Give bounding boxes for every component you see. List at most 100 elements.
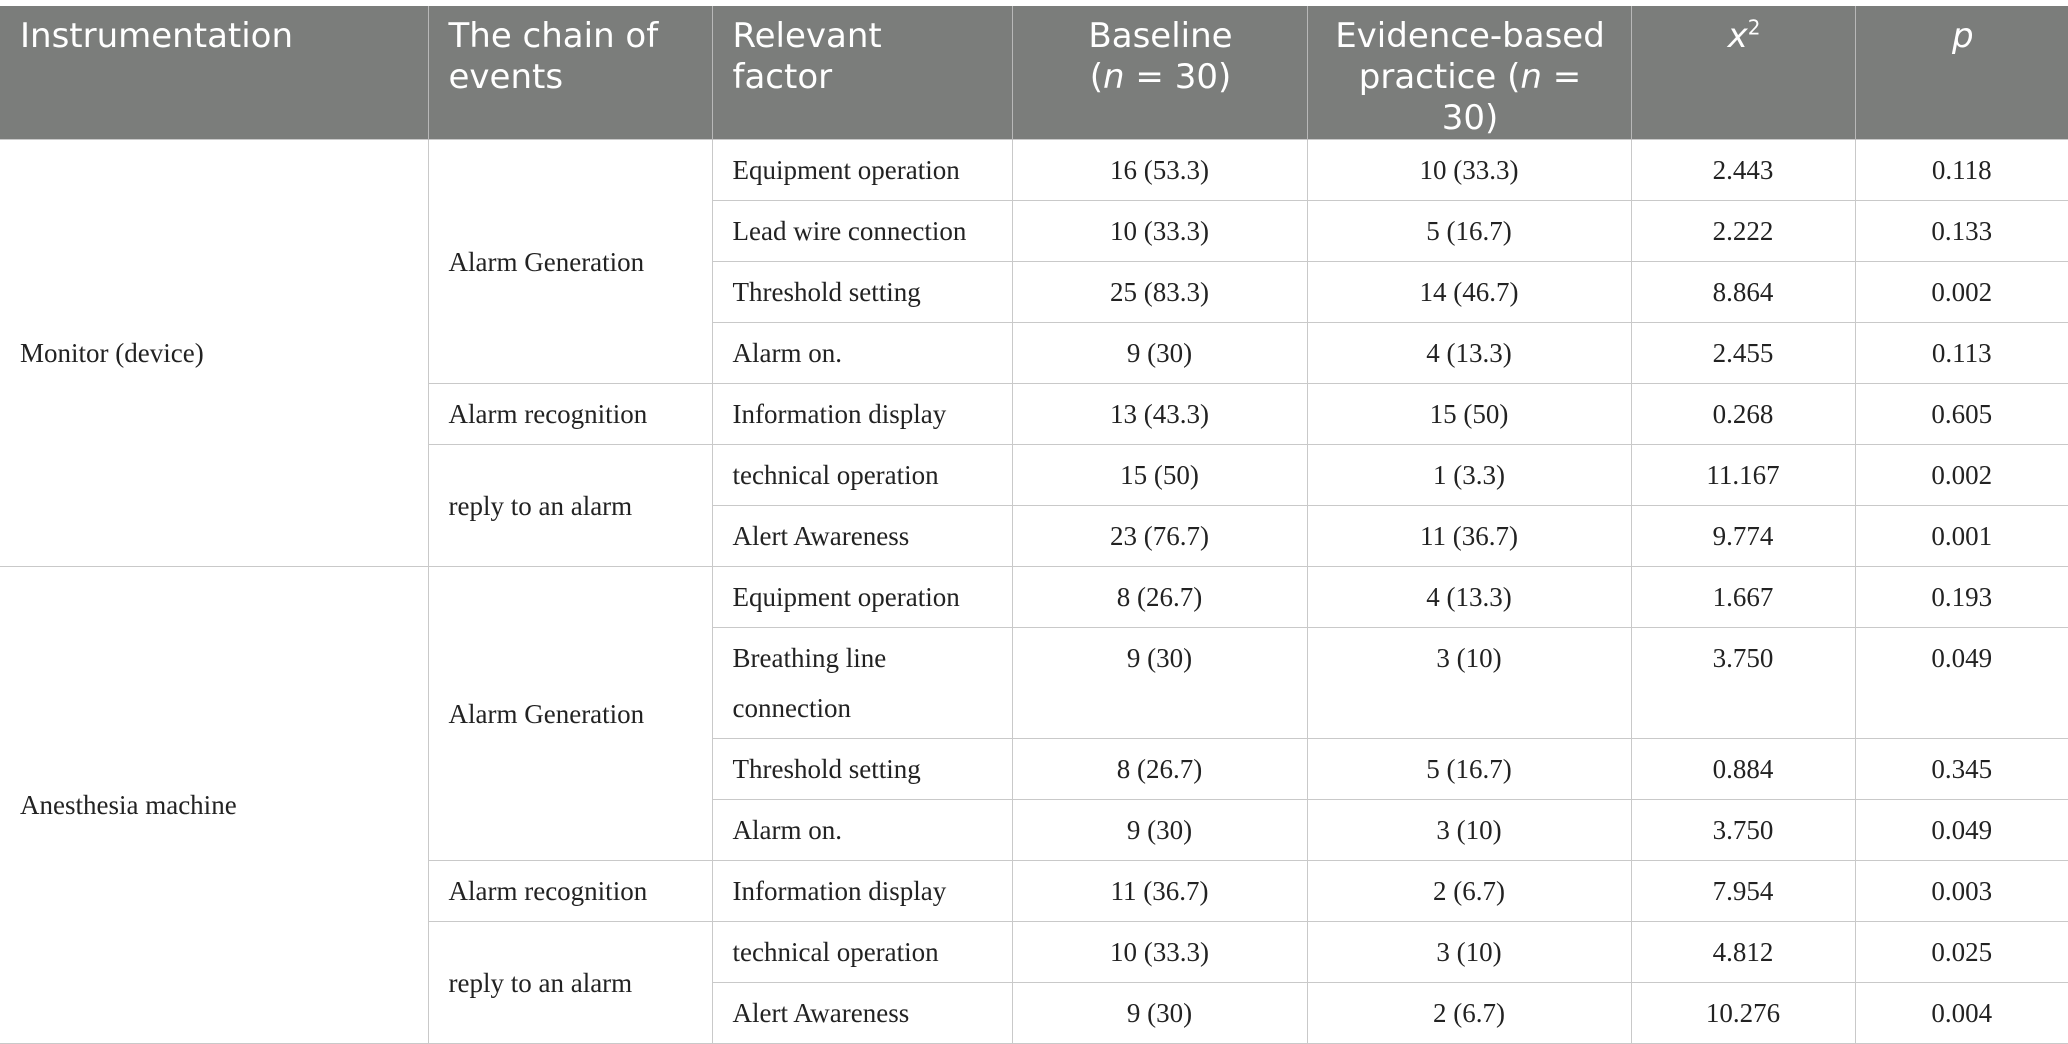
- ebp-cell: 4 (13.3): [1306, 566, 1632, 628]
- ebp-cell: 1 (3.3): [1306, 444, 1632, 506]
- factor-cell: Alert Awareness: [712, 505, 1013, 567]
- x2-cell: 8.864: [1630, 261, 1856, 323]
- header-relevant-factor: Relevant factor: [712, 6, 1013, 140]
- table-row: Alert Awareness 9 (30) 2 (6.7) 10.276 0.…: [0, 982, 2068, 1044]
- x2-cell: 0.884: [1630, 738, 1856, 800]
- factor-cell: Equipment operation: [711, 566, 1013, 628]
- x2-cell: 1.667: [1630, 566, 1856, 628]
- x2-cell: 10.276: [1630, 982, 1856, 1044]
- chain-cell: reply to an alarm: [428, 921, 713, 1044]
- chain-cell: reply to an alarm: [428, 444, 713, 567]
- baseline-cell: 9 (30): [1011, 322, 1308, 384]
- factor-cell: Breathing line connection: [712, 627, 1013, 739]
- baseline-cell: 23 (76.7): [1011, 505, 1308, 567]
- factor-cell: Information display: [711, 860, 1013, 922]
- table-row: Monitor (device) Alarm Generation Equipm…: [0, 139, 2068, 567]
- baseline-cell: 16 (53.3): [1011, 139, 1308, 201]
- table-row: Alarm on. 9 (30) 3 (10) 3.750 0.049: [0, 799, 2068, 861]
- header-evidence-based-practice: Evidence-based practice (n = 30): [1307, 6, 1632, 140]
- baseline-cell: 13 (43.3): [1011, 383, 1308, 445]
- ebp-cell: 10 (33.3): [1306, 139, 1632, 201]
- chain-cell: Alarm recognition: [428, 383, 713, 445]
- table-row: Threshold setting 8 (26.7) 5 (16.7) 0.88…: [0, 738, 2068, 800]
- baseline-cell: 9 (30): [1011, 982, 1308, 1044]
- x2-cell: 2.443: [1630, 139, 1856, 201]
- x2-cell: 2.455: [1630, 322, 1856, 384]
- baseline-cell: 10 (33.3): [1011, 921, 1308, 983]
- p-cell: 0.049: [1854, 799, 2068, 861]
- factor-cell: Threshold setting: [712, 738, 1013, 800]
- p-cell: 0.049: [1854, 627, 2068, 739]
- x2-cell: 11.167: [1630, 444, 1856, 506]
- factor-cell: Threshold setting: [712, 261, 1013, 323]
- p-cell: 0.025: [1854, 921, 2068, 983]
- x2-cell: 9.774: [1630, 505, 1856, 567]
- ebp-cell: 2 (6.7): [1306, 982, 1632, 1044]
- p-cell: 0.001: [1854, 505, 2068, 567]
- ebp-cell: 5 (16.7): [1306, 200, 1632, 262]
- factor-cell: Alarm on.: [712, 322, 1013, 384]
- table-row: Breathing line connection 9 (30) 3 (10) …: [0, 627, 2068, 739]
- p-cell: 0.345: [1854, 738, 2068, 800]
- p-cell: 0.133: [1854, 200, 2068, 262]
- chain-cell: Alarm Generation: [427, 566, 713, 861]
- p-cell: 0.118: [1854, 139, 2068, 201]
- table-row: Anesthesia machine Alarm Generation Equi…: [0, 566, 2068, 1044]
- chain-cell: Alarm Generation: [427, 139, 713, 384]
- ebp-cell: 15 (50): [1306, 383, 1632, 445]
- factor-cell: Alert Awareness: [712, 982, 1013, 1044]
- baseline-cell: 15 (50): [1011, 444, 1308, 506]
- factor-cell: technical operation: [711, 444, 1013, 506]
- factor-cell: Equipment operation: [711, 139, 1013, 201]
- ebp-cell: 5 (16.7): [1306, 738, 1632, 800]
- header-instrumentation: Instrumentation: [0, 6, 429, 140]
- p-cell: 0.605: [1854, 383, 2068, 445]
- header-p-value: p: [1855, 6, 2068, 140]
- x2-cell: 3.750: [1630, 799, 1856, 861]
- x2-cell: 2.222: [1630, 200, 1856, 262]
- p-cell: 0.193: [1854, 566, 2068, 628]
- ebp-cell: 3 (10): [1306, 627, 1632, 739]
- header-chi-square: x2: [1631, 6, 1856, 140]
- baseline-cell: 8 (26.7): [1011, 566, 1308, 628]
- table-row: reply to an alarm technical operation 10…: [0, 921, 2068, 1044]
- factor-cell: Information display: [711, 383, 1013, 445]
- baseline-cell: 10 (33.3): [1011, 200, 1308, 262]
- table-row: Alarm on. 9 (30) 4 (13.3) 2.455 0.113: [0, 322, 2068, 384]
- instrument-cell: Anesthesia machine: [0, 566, 429, 1044]
- baseline-cell: 8 (26.7): [1011, 738, 1308, 800]
- results-table: Instrumentation The chain of events Relev…: [0, 6, 2068, 1044]
- x2-cell: 0.268: [1630, 383, 1856, 445]
- p-cell: 0.002: [1854, 444, 2068, 506]
- ebp-cell: 11 (36.7): [1306, 505, 1632, 567]
- p-cell: 0.002: [1854, 261, 2068, 323]
- table-row: Threshold setting 25 (83.3) 14 (46.7) 8.…: [0, 261, 2068, 323]
- table-row: Lead wire connection 10 (33.3) 5 (16.7) …: [0, 200, 2068, 262]
- baseline-cell: 25 (83.3): [1011, 261, 1308, 323]
- table-row: Alert Awareness 23 (76.7) 11 (36.7) 9.77…: [0, 505, 2068, 567]
- baseline-cell: 9 (30): [1011, 627, 1308, 739]
- factor-cell: Alarm on.: [712, 799, 1013, 861]
- x2-cell: 4.812: [1630, 921, 1856, 983]
- p-cell: 0.003: [1854, 860, 2068, 922]
- header-baseline: Baseline (n = 30): [1012, 6, 1308, 140]
- table-row: reply to an alarm technical operation 15…: [0, 444, 2068, 567]
- p-cell: 0.113: [1854, 322, 2068, 384]
- header-chain-of-events: The chain of events: [428, 6, 713, 140]
- ebp-cell: 14 (46.7): [1306, 261, 1632, 323]
- instrument-cell: Monitor (device): [0, 139, 429, 567]
- x2-cell: 7.954: [1630, 860, 1856, 922]
- factor-cell: Lead wire connection: [712, 200, 1013, 262]
- table-row: Alarm recognition Information display 11…: [0, 860, 2068, 922]
- ebp-cell: 4 (13.3): [1306, 322, 1632, 384]
- chain-cell: Alarm recognition: [428, 860, 713, 922]
- p-cell: 0.004: [1854, 982, 2068, 1044]
- baseline-cell: 11 (36.7): [1011, 860, 1308, 922]
- ebp-cell: 2 (6.7): [1306, 860, 1632, 922]
- ebp-cell: 3 (10): [1306, 799, 1632, 861]
- baseline-cell: 9 (30): [1011, 799, 1308, 861]
- factor-cell: technical operation: [711, 921, 1013, 983]
- ebp-cell: 3 (10): [1306, 921, 1632, 983]
- header-row: Instrumentation The chain of events Relev…: [0, 6, 2068, 140]
- x2-cell: 3.750: [1630, 627, 1856, 739]
